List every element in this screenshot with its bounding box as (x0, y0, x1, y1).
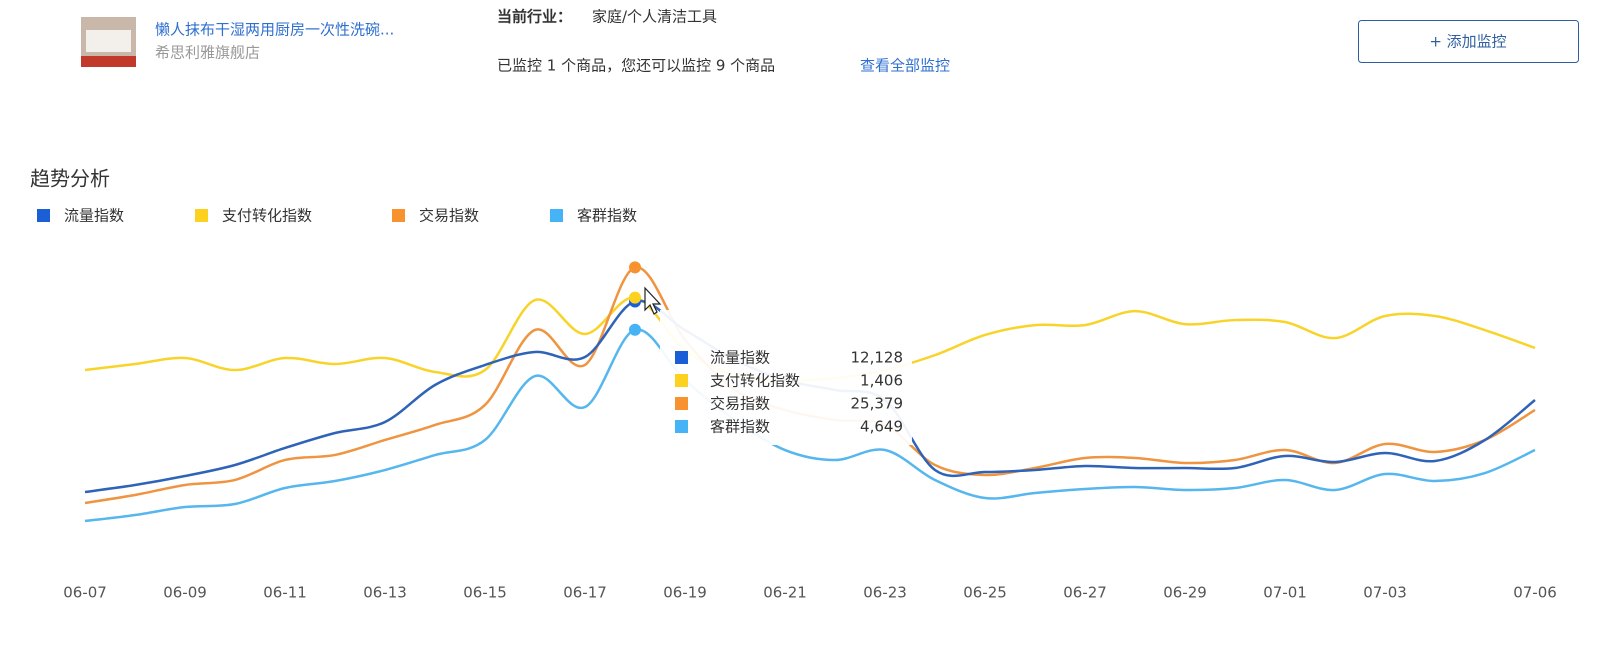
x-tick-label: 06-29 (1163, 584, 1207, 602)
tooltip-swatch (675, 351, 688, 364)
x-tick-label: 06-13 (363, 584, 407, 602)
thumbnail-detail (86, 30, 131, 52)
section-title: 趋势分析 (30, 167, 110, 191)
legend-swatch (37, 209, 50, 222)
x-tick-label: 07-03 (1363, 584, 1407, 602)
mouse-cursor (644, 286, 662, 315)
hover-point (629, 291, 641, 304)
industry: 家庭/个人清洁工具 (592, 8, 717, 26)
x-tick-label: 06-17 (563, 584, 607, 602)
tooltip-name: 客群指数 (710, 418, 770, 436)
tooltip-name: 支付转化指数 (710, 372, 800, 390)
x-tick-label: 07-06 (1513, 584, 1557, 602)
legend-swatch (392, 209, 405, 222)
legend-label: 客群指数 (577, 207, 637, 225)
hover-point (629, 261, 641, 274)
tooltip-name: 交易指数 (710, 395, 770, 413)
tooltip-value: 25,379 (851, 395, 904, 413)
tooltip-value: 4,649 (860, 418, 903, 436)
monitor-link[interactable]: 查看全部监控 (860, 57, 950, 75)
x-tick-label: 06-23 (863, 584, 907, 602)
x-tick-label: 06-21 (763, 584, 807, 602)
hover-point (629, 323, 641, 336)
product-title[interactable]: 懒人抹布干湿两用厨房一次性洗碗... (155, 21, 394, 39)
x-tick-label: 06-27 (1063, 584, 1107, 602)
legend-swatch (550, 209, 563, 222)
plot: 06-07 06-09 06-11 06-13 06-15 06-17 06-19 06-21… (37, 207, 1557, 602)
x-tick-label: 06-07 (63, 584, 107, 602)
legend-label: 交易指数 (419, 207, 479, 225)
add-monitor-label[interactable]: + 添加监控 (1429, 33, 1506, 51)
series-line (84, 328, 1536, 523)
industry-label: 当前行业： (497, 8, 572, 26)
x-tick-label: 06-25 (963, 584, 1007, 602)
tooltip-value: 1,406 (860, 372, 903, 390)
thumbnail-strip (81, 56, 136, 67)
add-monitor-button[interactable] (1358, 20, 1579, 63)
legend-label: 支付转化指数 (222, 207, 312, 225)
shop-name: 希思利雅旗舰店 (155, 44, 260, 62)
x-tick-label: 06-19 (663, 584, 707, 602)
x-tick-label: 06-15 (463, 584, 507, 602)
x-tick-label: 07-01 (1263, 584, 1307, 602)
tooltip-swatch (675, 397, 688, 410)
x-tick-label: 06-09 (163, 584, 207, 602)
monitor-status: 已监控 1 个商品，您还可以监控 9 个商品 (497, 57, 775, 75)
legend-label: 流量指数 (64, 207, 124, 225)
tooltip (660, 310, 912, 445)
legend-swatch (195, 209, 208, 222)
tooltip-value: 12,128 (851, 349, 904, 367)
tooltip-swatch (675, 420, 688, 433)
x-tick-label: 06-11 (263, 584, 307, 602)
tooltip-swatch (675, 374, 688, 387)
tooltip-name: 流量指数 (710, 349, 770, 367)
